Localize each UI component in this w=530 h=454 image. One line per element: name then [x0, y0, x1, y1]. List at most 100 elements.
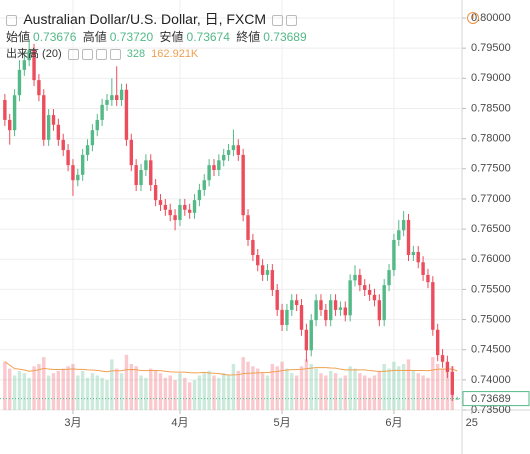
candle-body — [42, 95, 46, 140]
candle-body — [85, 145, 90, 155]
candle-body — [212, 165, 216, 170]
collapse-icon[interactable] — [6, 15, 17, 27]
low-value: 0.73674 — [186, 30, 230, 44]
open-label: 始値 — [6, 30, 31, 44]
candle-body — [115, 95, 119, 101]
volume-bar — [149, 368, 153, 410]
x-tick-label: 3月 — [64, 417, 81, 429]
volume-bar — [22, 373, 27, 410]
candle-body — [455, 398, 459, 400]
candle-body — [173, 215, 177, 221]
candle-body — [241, 154, 245, 216]
volume-bar — [71, 364, 75, 410]
candle-body — [178, 204, 182, 221]
x-tick-label: 4月 — [171, 417, 188, 429]
candle-body — [71, 165, 75, 181]
candle-body — [324, 309, 328, 321]
volume-bar — [85, 377, 90, 410]
volume-bar — [246, 361, 250, 410]
candle-body — [367, 289, 372, 295]
candle-body — [149, 160, 153, 186]
volume-bar — [411, 370, 416, 410]
candle-body — [168, 209, 172, 216]
volume-label: 出来高 (20) — [6, 48, 62, 60]
volume-bar — [61, 368, 65, 410]
vol-icon[interactable] — [81, 48, 93, 60]
candle-body — [411, 251, 416, 256]
y-tick-label: 0.75000 — [471, 313, 511, 325]
volume-bar — [17, 370, 22, 410]
volume-value: 328 — [126, 48, 146, 60]
candle-body — [192, 200, 197, 213]
candle-body — [27, 49, 31, 61]
y-tick-label: 0.80000 — [471, 12, 511, 24]
y-tick-label: 0.78500 — [471, 102, 511, 114]
volume-bar — [110, 359, 114, 410]
vol-icon[interactable] — [67, 48, 79, 60]
candle-body — [66, 150, 70, 166]
y-tick-label: 0.77000 — [471, 193, 511, 205]
x-tick-label: 25 — [466, 417, 478, 429]
candle-body — [187, 209, 192, 213]
volume-bar — [358, 373, 362, 410]
candle-body — [290, 300, 294, 310]
last-price-box — [462, 391, 530, 407]
volume-bar — [217, 377, 221, 410]
candle-body — [95, 119, 99, 131]
volume-bar — [265, 375, 270, 410]
candle-body — [17, 69, 22, 96]
vol-icon[interactable] — [95, 48, 107, 60]
candle-body — [333, 300, 338, 310]
candle-body — [246, 215, 250, 240]
close-icon[interactable] — [286, 15, 298, 27]
y-tick-label: 0.76500 — [471, 223, 511, 235]
volume-bar — [260, 373, 265, 410]
volume-bar — [187, 382, 192, 410]
volume-bar — [144, 377, 148, 410]
volume-bar — [363, 375, 367, 410]
candle-body — [32, 49, 36, 81]
low-label: 安値 — [159, 30, 184, 44]
volume-bar — [183, 377, 187, 410]
volume-bar — [314, 368, 318, 410]
volume-bar — [377, 370, 382, 410]
volume-bar — [256, 368, 260, 410]
volume-bar — [80, 370, 85, 410]
vol-icon[interactable] — [109, 48, 121, 60]
volume-bar — [338, 377, 343, 410]
candle-body — [251, 239, 255, 256]
header-line: Australian Dollar/U.S. Dollar, 日, FXCM — [6, 9, 300, 29]
candle-body — [431, 282, 435, 330]
candle-body — [139, 169, 143, 186]
candle-body — [202, 180, 206, 190]
volume-bar — [353, 368, 357, 410]
candle-body — [397, 230, 401, 240]
candle-body — [226, 150, 231, 155]
volume-bar — [158, 373, 163, 410]
candle-body — [129, 139, 134, 166]
settings-icon[interactable] — [272, 15, 284, 27]
y-tick-label: 0.74500 — [471, 344, 511, 356]
candle-body — [61, 139, 65, 151]
candle-body — [217, 160, 221, 170]
volume-bar — [226, 375, 231, 410]
volume-bar — [100, 377, 104, 410]
candle-body — [363, 285, 367, 290]
x-tick-label: 5月 — [274, 417, 291, 429]
candle-body — [207, 165, 211, 181]
candle-body — [183, 204, 187, 210]
candle-body — [280, 309, 284, 325]
alert-icon[interactable] — [467, 12, 479, 24]
volume-bar — [115, 368, 119, 410]
volume-bar — [8, 368, 12, 410]
volume-bar — [241, 357, 245, 410]
volume-bar — [270, 364, 275, 410]
candle-body — [275, 289, 279, 310]
candle-body — [377, 300, 382, 321]
candle-body — [328, 300, 333, 321]
candle-body — [372, 294, 377, 301]
candle-body — [100, 104, 104, 120]
candle-body — [406, 220, 411, 256]
volume-bar — [231, 364, 236, 410]
